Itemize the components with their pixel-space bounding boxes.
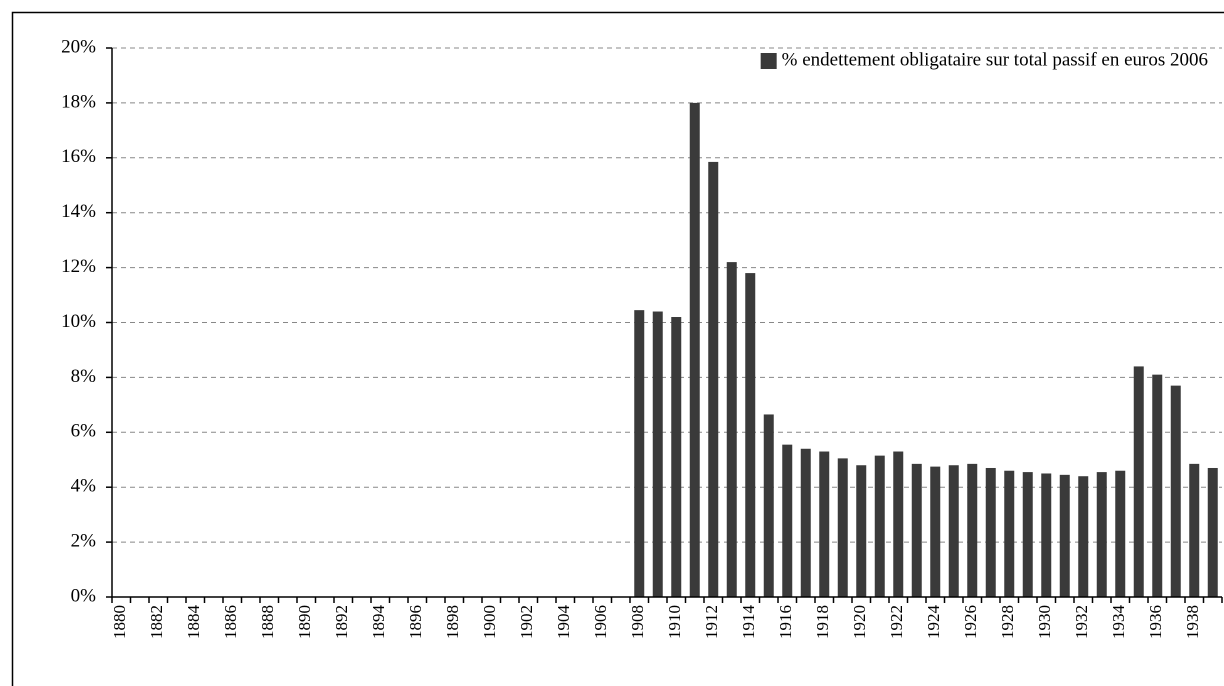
bar bbox=[967, 463, 978, 597]
bar bbox=[985, 467, 996, 597]
bar bbox=[948, 465, 959, 597]
bar bbox=[1189, 463, 1200, 597]
x-tick-label: 1932 bbox=[1072, 605, 1091, 639]
bar bbox=[1170, 385, 1181, 597]
x-tick-label: 1918 bbox=[813, 605, 832, 639]
bar bbox=[1096, 472, 1107, 597]
x-tick-label: 1934 bbox=[1109, 605, 1128, 640]
x-tick-label: 1888 bbox=[258, 605, 277, 639]
bar bbox=[708, 161, 719, 598]
x-tick-label: 1882 bbox=[147, 605, 166, 639]
x-tick-label: 1926 bbox=[961, 605, 980, 639]
bar bbox=[1207, 467, 1218, 597]
legend-label: % endettement obligataire sur total pass… bbox=[782, 49, 1208, 70]
y-tick-label: 16% bbox=[61, 146, 96, 167]
x-tick-label: 1928 bbox=[998, 605, 1017, 639]
bar bbox=[726, 262, 737, 597]
bar bbox=[1078, 476, 1089, 597]
bar bbox=[819, 451, 830, 597]
bar bbox=[874, 455, 885, 597]
x-tick-label: 1898 bbox=[443, 605, 462, 639]
x-tick-label: 1886 bbox=[221, 605, 240, 639]
bar bbox=[911, 463, 922, 597]
bar bbox=[1059, 474, 1070, 597]
x-tick-label: 1924 bbox=[924, 605, 943, 640]
x-tick-label: 1916 bbox=[776, 605, 795, 639]
x-tick-label: 1938 bbox=[1183, 605, 1202, 639]
bar bbox=[1133, 366, 1144, 597]
x-tick-label: 1930 bbox=[1035, 605, 1054, 639]
x-tick-label: 1922 bbox=[887, 605, 906, 639]
y-tick-label: 8% bbox=[71, 366, 97, 387]
x-tick-label: 1894 bbox=[369, 605, 388, 640]
chart-frame bbox=[11, 11, 1224, 686]
bar bbox=[856, 465, 867, 597]
bar bbox=[930, 466, 941, 597]
x-tick-label: 1912 bbox=[702, 605, 721, 639]
bar bbox=[837, 458, 848, 597]
bar bbox=[763, 414, 774, 597]
x-tick-label: 1914 bbox=[739, 605, 758, 640]
x-tick-label: 1920 bbox=[850, 605, 869, 639]
bar bbox=[745, 273, 756, 597]
bar bbox=[1022, 472, 1033, 597]
legend-swatch bbox=[760, 53, 777, 69]
x-tick-label: 1900 bbox=[480, 605, 499, 639]
x-tick-label: 1884 bbox=[184, 605, 203, 640]
bar bbox=[893, 451, 904, 597]
x-tick-label: 1904 bbox=[554, 605, 573, 640]
bar bbox=[634, 310, 645, 597]
y-tick-label: 6% bbox=[71, 421, 97, 442]
bar bbox=[671, 317, 682, 597]
y-tick-label: 14% bbox=[61, 201, 96, 222]
x-tick-label: 1910 bbox=[665, 605, 684, 639]
x-tick-label: 1896 bbox=[406, 605, 425, 639]
bar bbox=[652, 311, 663, 597]
bar bbox=[689, 102, 700, 598]
y-tick-label: 18% bbox=[61, 91, 96, 112]
legend-background bbox=[724, 49, 1216, 73]
x-tick-label: 1936 bbox=[1146, 605, 1165, 639]
bar bbox=[1115, 470, 1126, 597]
x-tick-label: 1908 bbox=[628, 605, 647, 639]
bar bbox=[1041, 473, 1052, 597]
bar bbox=[1152, 374, 1163, 597]
bar bbox=[782, 444, 793, 597]
x-tick-label: 1892 bbox=[332, 605, 351, 639]
y-tick-label: 0% bbox=[71, 585, 97, 606]
x-tick-label: 1880 bbox=[110, 605, 129, 639]
y-tick-label: 4% bbox=[71, 476, 97, 497]
y-tick-label: 12% bbox=[61, 256, 96, 277]
y-tick-label: 10% bbox=[61, 311, 96, 332]
x-tick-label: 1890 bbox=[295, 605, 314, 639]
x-tick-label: 1906 bbox=[591, 605, 610, 639]
x-tick-label: 1902 bbox=[517, 605, 536, 639]
y-tick-label: 2% bbox=[71, 530, 97, 551]
y-tick-label: 20% bbox=[61, 36, 96, 57]
bar bbox=[800, 448, 811, 597]
bar bbox=[1004, 470, 1015, 597]
